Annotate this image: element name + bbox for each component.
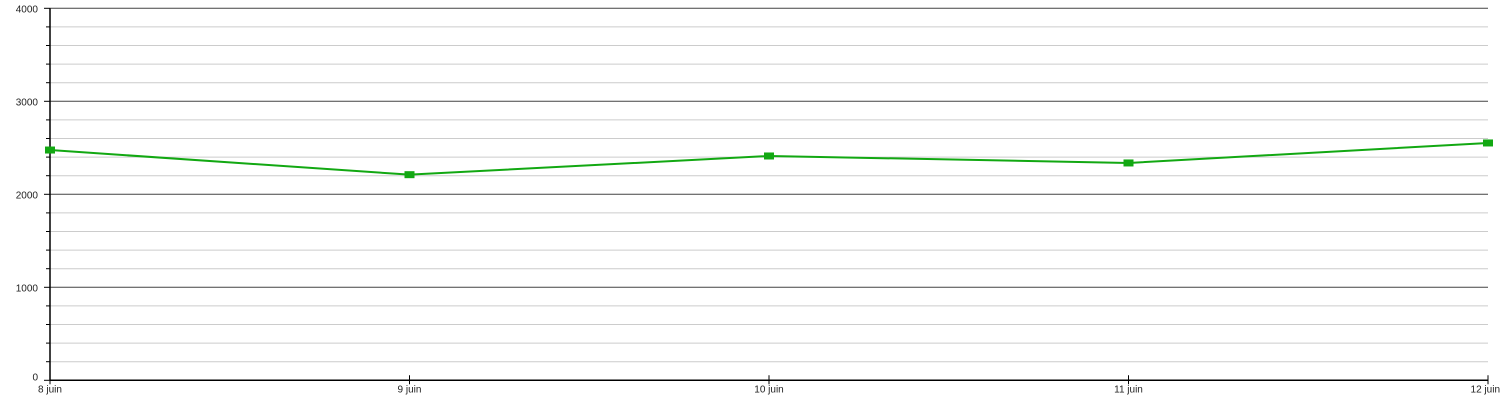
y-tick-label: 2000 bbox=[16, 190, 39, 201]
x-tick-label: 10 juin bbox=[754, 384, 783, 395]
x-tick-label: 8 juin bbox=[38, 384, 62, 395]
y-tick-label: 0 bbox=[32, 372, 38, 383]
data-point bbox=[404, 171, 415, 179]
data-point bbox=[764, 152, 774, 160]
data-point bbox=[45, 146, 55, 154]
x-tick-label: 11 juin bbox=[1114, 384, 1143, 395]
x-tick-label: 12 juin bbox=[1471, 384, 1500, 395]
y-tick-label: 3000 bbox=[16, 97, 39, 108]
y-tick-label: 1000 bbox=[16, 283, 39, 294]
x-tick-label: 9 juin bbox=[398, 384, 422, 395]
y-tick-label: 4000 bbox=[16, 4, 39, 15]
data-point bbox=[1483, 139, 1493, 147]
data-point bbox=[1123, 159, 1134, 167]
